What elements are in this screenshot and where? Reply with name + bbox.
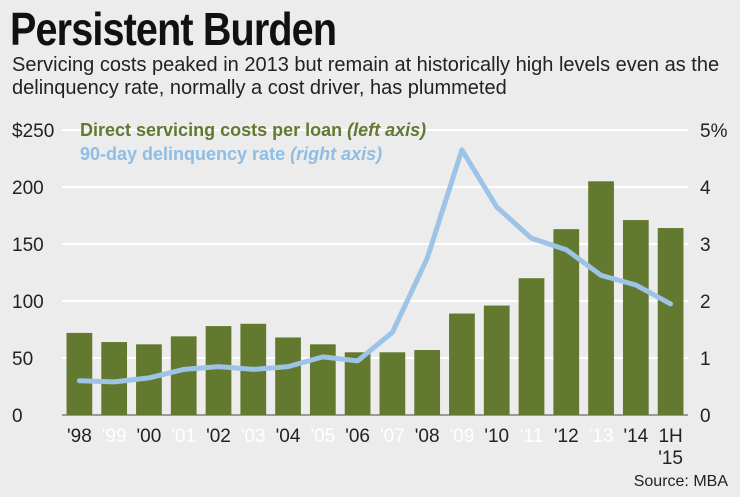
x-tick-label: '07 [380, 426, 405, 447]
bar [414, 350, 441, 415]
left-tick-label: $250 [12, 121, 54, 142]
x-tick-label: '98 [67, 426, 92, 447]
right-tick-label: 1 [700, 349, 711, 370]
legend-delinquency: 90-day delinquency rate (right axis) [80, 144, 382, 164]
bar [66, 332, 93, 415]
x-tick-label: 1H [658, 426, 682, 447]
x-tick-label: '09 [450, 426, 475, 447]
x-tick-label: '06 [345, 426, 370, 447]
right-tick-label: 4 [700, 178, 711, 199]
x-tick-label: '04 [276, 426, 301, 447]
bar [657, 228, 684, 415]
bar [205, 326, 232, 415]
x-tick-label: '13 [589, 426, 614, 447]
left-tick-label: 200 [12, 178, 44, 199]
bar [379, 352, 406, 415]
right-tick-label: 5% [700, 121, 728, 142]
x-axis-ticks: '98 '99 '00 '01 '02 '03 '04 '05 '06 '07 '08 '09 '10 '… [67, 426, 683, 469]
bar [449, 313, 475, 415]
x-tick-label: '12 [554, 426, 579, 447]
bar [275, 337, 301, 415]
x-tick-label: '03 [241, 426, 266, 447]
right-axis-ticks: 0 1 2 3 4 5% [700, 121, 728, 427]
x-tick-label: '08 [415, 426, 440, 447]
legend-costs: Direct servicing costs per loan (left ax… [80, 120, 426, 140]
x-tick-label: '99 [102, 426, 127, 447]
gridlines [62, 129, 688, 416]
left-tick-label: 50 [12, 349, 33, 370]
bar [622, 220, 649, 415]
x-tick-label: '11 [520, 426, 543, 447]
left-tick-label: 0 [12, 406, 23, 427]
left-axis-ticks: 0 50 100 150 200 $250 [12, 121, 54, 427]
right-tick-label: 3 [700, 235, 711, 256]
bar-series [66, 181, 684, 415]
x-tick-label: '01 [171, 426, 196, 447]
bar [483, 305, 510, 415]
right-tick-label: 0 [700, 406, 711, 427]
delinquency-line [76, 147, 674, 385]
x-tick-label: '10 [484, 426, 509, 447]
chart-subtitle: Servicing costs peaked in 2013 but remai… [12, 54, 720, 99]
x-tick-label: '02 [206, 426, 231, 447]
bar [518, 278, 545, 415]
legend: Direct servicing costs per loan (left ax… [80, 120, 426, 164]
bar [170, 336, 197, 415]
x-tick-label: '05 [310, 426, 335, 447]
left-tick-label: 150 [12, 235, 44, 256]
x-tick-label: '15 [658, 448, 683, 469]
left-tick-label: 100 [12, 292, 44, 313]
bar [553, 229, 580, 415]
chart-title: Persistent Burden [10, 3, 337, 55]
x-tick-label: '14 [623, 426, 648, 447]
bar [588, 181, 614, 415]
x-tick-label: '00 [137, 426, 162, 447]
source-note: Source: MBA [633, 473, 728, 490]
right-tick-label: 2 [700, 292, 711, 313]
